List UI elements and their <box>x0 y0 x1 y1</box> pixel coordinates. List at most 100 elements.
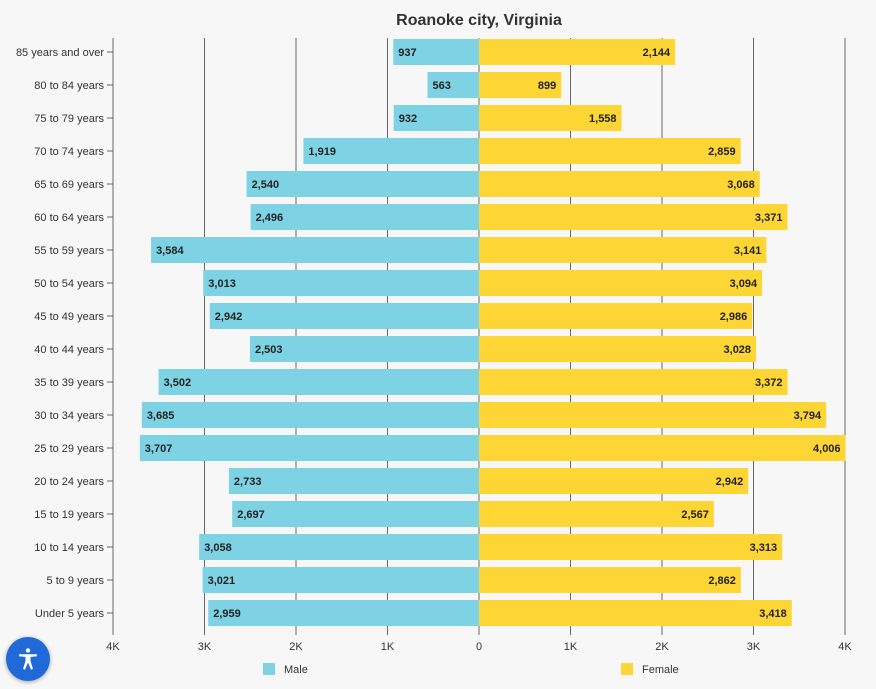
male-bar[interactable] <box>232 501 479 527</box>
x-tick-label: 0 <box>476 641 482 653</box>
female-bar-label: 2,567 <box>681 509 709 521</box>
category-label: 85 years and over <box>16 47 104 59</box>
male-bar[interactable] <box>208 600 479 626</box>
male-bar[interactable] <box>303 138 479 164</box>
category-label: 65 to 69 years <box>34 179 104 191</box>
male-bar[interactable] <box>250 204 479 230</box>
x-tick-label: 4K <box>838 641 852 653</box>
male-bar-label: 2,540 <box>252 179 280 191</box>
male-bar[interactable] <box>202 567 480 593</box>
male-bar[interactable] <box>249 336 479 362</box>
female-bar-label: 2,144 <box>643 47 671 59</box>
category-label: 15 to 19 years <box>34 509 104 521</box>
category-label: 40 to 44 years <box>34 344 104 356</box>
male-bar[interactable] <box>393 105 479 131</box>
female-bar[interactable] <box>479 204 788 230</box>
legend-label[interactable]: Female <box>642 664 679 676</box>
male-bar-label: 3,584 <box>156 245 184 257</box>
female-bar-label: 3,418 <box>759 608 787 620</box>
x-tick-label: 1K <box>564 641 578 653</box>
male-bar[interactable] <box>139 435 479 461</box>
female-bar-label: 3,371 <box>755 212 783 224</box>
female-bar-label: 3,141 <box>734 245 762 257</box>
x-tick-label: 2K <box>655 641 669 653</box>
x-tick-label: 3K <box>198 641 212 653</box>
accessibility-button[interactable] <box>6 637 50 681</box>
female-bar-label: 3,028 <box>724 344 752 356</box>
female-bar[interactable] <box>479 270 763 296</box>
male-bar-label: 2,959 <box>213 608 241 620</box>
female-bar[interactable] <box>479 435 846 461</box>
legend-label[interactable]: Male <box>284 664 308 676</box>
male-bar-label: 3,685 <box>147 410 175 422</box>
female-bar-label: 2,986 <box>720 311 748 323</box>
accessibility-icon <box>19 648 37 670</box>
male-bar[interactable] <box>141 402 479 428</box>
male-bar[interactable] <box>393 39 479 65</box>
category-label: 25 to 29 years <box>34 443 104 455</box>
male-bar-label: 1,919 <box>308 146 336 158</box>
male-bar[interactable] <box>427 72 479 98</box>
male-bar[interactable] <box>158 369 479 395</box>
category-label: 50 to 54 years <box>34 278 104 290</box>
bar-labels: 937 2,144 563 899 932 1,558 1,919 2,859 2,540 3,0… <box>145 47 841 620</box>
male-bar[interactable] <box>209 303 479 329</box>
male-bar[interactable] <box>199 534 479 560</box>
x-tick-label: 4K <box>106 641 120 653</box>
female-bar[interactable] <box>479 303 753 329</box>
male-bar-label: 563 <box>432 80 450 92</box>
category-label: 20 to 24 years <box>34 476 104 488</box>
male-bar-label: 2,942 <box>215 311 243 323</box>
category-label: Under 5 years <box>35 608 105 620</box>
female-bar-label: 4,006 <box>813 443 841 455</box>
male-bar-label: 3,502 <box>164 377 192 389</box>
legend-swatch <box>263 663 275 675</box>
male-bar-label: 3,013 <box>208 278 236 290</box>
male-bar-label: 2,697 <box>237 509 265 521</box>
female-bar-label: 2,942 <box>716 476 744 488</box>
female-bar[interactable] <box>479 138 741 164</box>
female-bar-label: 3,372 <box>755 377 783 389</box>
category-label: 35 to 39 years <box>34 377 104 389</box>
category-axis: 85 years and over 80 to 84 years 75 to 79 … <box>16 47 113 620</box>
female-bar[interactable] <box>479 171 760 197</box>
male-bar[interactable] <box>246 171 479 197</box>
female-bar[interactable] <box>479 501 714 527</box>
male-bar[interactable] <box>151 237 479 263</box>
category-label: 45 to 49 years <box>34 311 104 323</box>
female-bar[interactable] <box>479 567 741 593</box>
female-bar[interactable] <box>479 39 676 65</box>
x-tick-label: 3K <box>747 641 761 653</box>
category-label: 5 to 9 years <box>47 575 105 587</box>
category-label: 55 to 59 years <box>34 245 104 257</box>
male-bar-label: 2,733 <box>234 476 262 488</box>
male-bar[interactable] <box>203 270 480 296</box>
female-bar[interactable] <box>479 72 562 98</box>
male-bar-label: 937 <box>398 47 416 59</box>
female-bar-label: 3,794 <box>794 410 822 422</box>
female-bar-label: 2,859 <box>708 146 736 158</box>
female-bar-label: 1,558 <box>589 113 617 125</box>
x-tick-label: 1K <box>381 641 395 653</box>
female-bar[interactable] <box>479 600 792 626</box>
category-label: 10 to 14 years <box>34 542 104 554</box>
female-bar[interactable] <box>479 402 827 428</box>
male-bar-label: 3,021 <box>208 575 236 587</box>
female-bar[interactable] <box>479 336 757 362</box>
female-bar[interactable] <box>479 105 622 131</box>
female-bar[interactable] <box>479 534 783 560</box>
male-bar-label: 2,503 <box>255 344 283 356</box>
category-label: 80 to 84 years <box>34 80 104 92</box>
female-bar[interactable] <box>479 237 767 263</box>
female-bar[interactable] <box>479 468 749 494</box>
legend-swatch <box>621 663 633 675</box>
male-bar-label: 3,707 <box>145 443 173 455</box>
female-bar[interactable] <box>479 369 788 395</box>
male-bar-label: 2,496 <box>256 212 284 224</box>
female-bar-label: 3,068 <box>727 179 755 191</box>
male-bar[interactable] <box>228 468 479 494</box>
female-bar-label: 2,862 <box>708 575 736 587</box>
female-bar-label: 899 <box>538 80 556 92</box>
